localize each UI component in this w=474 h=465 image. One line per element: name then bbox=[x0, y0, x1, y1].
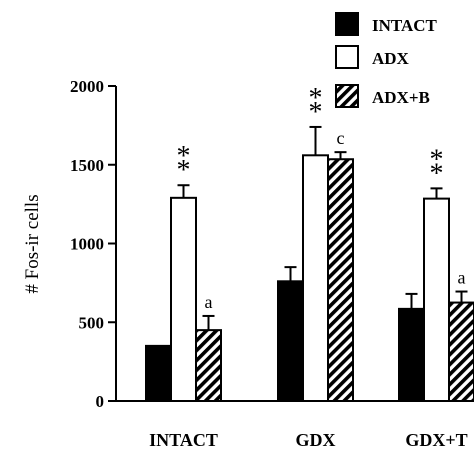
bar-intact bbox=[398, 307, 425, 402]
y-tick-label: 1000 bbox=[70, 235, 104, 254]
legend: INTACT ADX ADX+B bbox=[335, 12, 438, 108]
y-tick-label: 2000 bbox=[70, 77, 104, 96]
bar-adx bbox=[423, 197, 450, 402]
x-tick-label: GDX+T bbox=[405, 430, 467, 450]
significance-annotations: ******aca bbox=[177, 83, 466, 312]
legend-swatch bbox=[335, 12, 359, 36]
significance-marker: * bbox=[430, 158, 444, 189]
significance-marker: * bbox=[430, 144, 444, 175]
y-axis-label: # Fos-ir cells bbox=[22, 194, 43, 293]
bar-adx-b bbox=[327, 158, 354, 402]
bar-intact bbox=[145, 344, 172, 402]
y-tick-label: 0 bbox=[96, 392, 105, 411]
bars bbox=[145, 154, 474, 402]
legend-swatch bbox=[335, 84, 359, 108]
bar-adx-b bbox=[195, 329, 222, 402]
legend-label: ADX+B bbox=[372, 88, 430, 107]
significance-marker: * bbox=[309, 97, 323, 128]
significance-marker: * bbox=[177, 155, 191, 186]
bar-adx bbox=[170, 196, 197, 402]
legend-label: ADX bbox=[372, 49, 410, 68]
bar-intact bbox=[277, 280, 304, 402]
x-tick-label: GDX bbox=[296, 430, 336, 450]
significance-letter: a bbox=[458, 268, 466, 288]
significance-marker: * bbox=[309, 83, 323, 114]
bar-adx-b bbox=[448, 301, 474, 402]
significance-marker: * bbox=[177, 141, 191, 172]
y-tick-label: 500 bbox=[79, 313, 105, 332]
y-tick-label: 1500 bbox=[70, 156, 104, 175]
x-tick-label: INTACT bbox=[149, 430, 218, 450]
legend-label: INTACT bbox=[372, 16, 438, 35]
axes: 0 500 1000 1500 2000 INTACT GDX GDX+T bbox=[70, 77, 470, 450]
error-bars bbox=[177, 125, 468, 331]
bar-adx bbox=[302, 154, 329, 402]
significance-letter: a bbox=[205, 292, 213, 312]
significance-letter: c bbox=[337, 128, 345, 148]
legend-swatch bbox=[335, 45, 359, 69]
